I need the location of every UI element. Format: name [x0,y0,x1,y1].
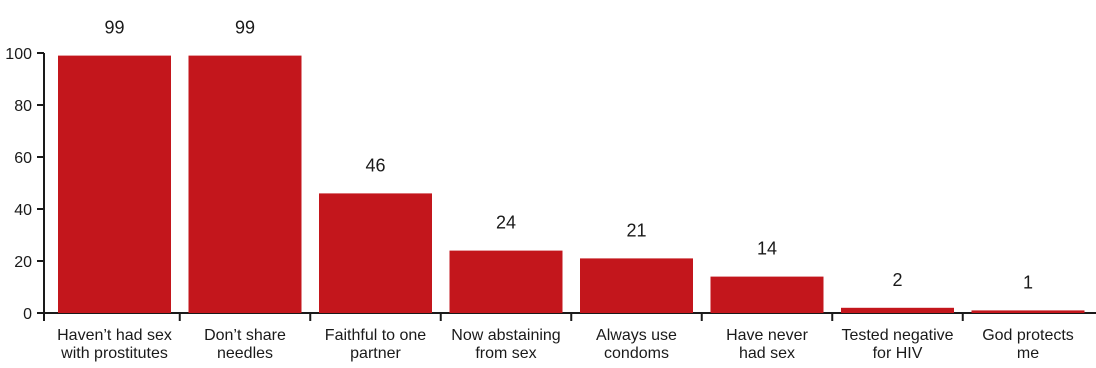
x-tick-label-line: Now abstaining [451,327,560,344]
x-tick-label: Now abstaining from sex [451,327,560,362]
x-tick-label: Don’t share needles [204,327,286,362]
x-tick-label-line: had sex [739,345,795,362]
x-tick-label: God protects me [982,327,1074,362]
x-tick-label-line: condoms [604,345,669,362]
data-label: 2 [892,270,902,290]
x-tick-label: Have never had sex [726,327,808,362]
x-tick-label-line: Haven’t had sex [57,327,172,344]
data-label: 24 [496,213,516,233]
x-tick-label-line: Have never [726,327,808,344]
x-tick-label: Haven’t had sex with prostitutes [57,327,172,362]
bar [580,258,693,313]
y-tick-label: 20 [14,254,32,271]
x-tick-label-line: God protects [982,327,1074,344]
data-label: 99 [235,18,255,38]
data-label: 46 [365,155,385,175]
y-axis: 0 20 40 60 80 100 [5,46,45,323]
bar [841,307,954,313]
data-label: 1 [1023,272,1033,292]
data-label: 99 [104,18,124,38]
x-axis [44,312,1096,321]
y-tick-label: 100 [5,46,32,63]
x-tick-label: Always use condoms [596,327,677,362]
x-tick-label: Faithful to one partner [325,327,427,362]
y-tick-label: 0 [23,306,32,323]
x-tick-label: Tested negative for HIV [841,327,953,362]
x-tick-label-line: Don’t share [204,327,286,344]
x-tick-label-line: Always use [596,327,677,344]
x-tick-label-line: from sex [475,345,536,362]
y-tick-label: 80 [14,98,32,115]
bar [449,250,563,313]
bar [710,276,824,313]
x-tick-label-line: Faithful to one [325,327,427,344]
x-tick-label-line: Tested negative [841,327,953,344]
x-tick-label-line: needles [217,345,273,362]
category-labels: Haven’t had sex with prostitutes Don’t sha… [57,327,1074,362]
y-tick-label: 60 [14,150,32,167]
y-tick-label: 40 [14,202,32,219]
x-tick-label-line: for HIV [873,345,923,362]
bar [971,310,1085,313]
x-tick-label-line: partner [350,345,401,362]
data-label: 14 [757,239,777,259]
x-tick-label-line: with prostitutes [60,345,168,362]
bar [188,55,302,313]
bar [58,55,171,313]
data-label: 21 [626,220,646,240]
bars [58,55,1085,313]
bar [319,193,432,313]
x-tick-label-line: me [1017,345,1039,362]
